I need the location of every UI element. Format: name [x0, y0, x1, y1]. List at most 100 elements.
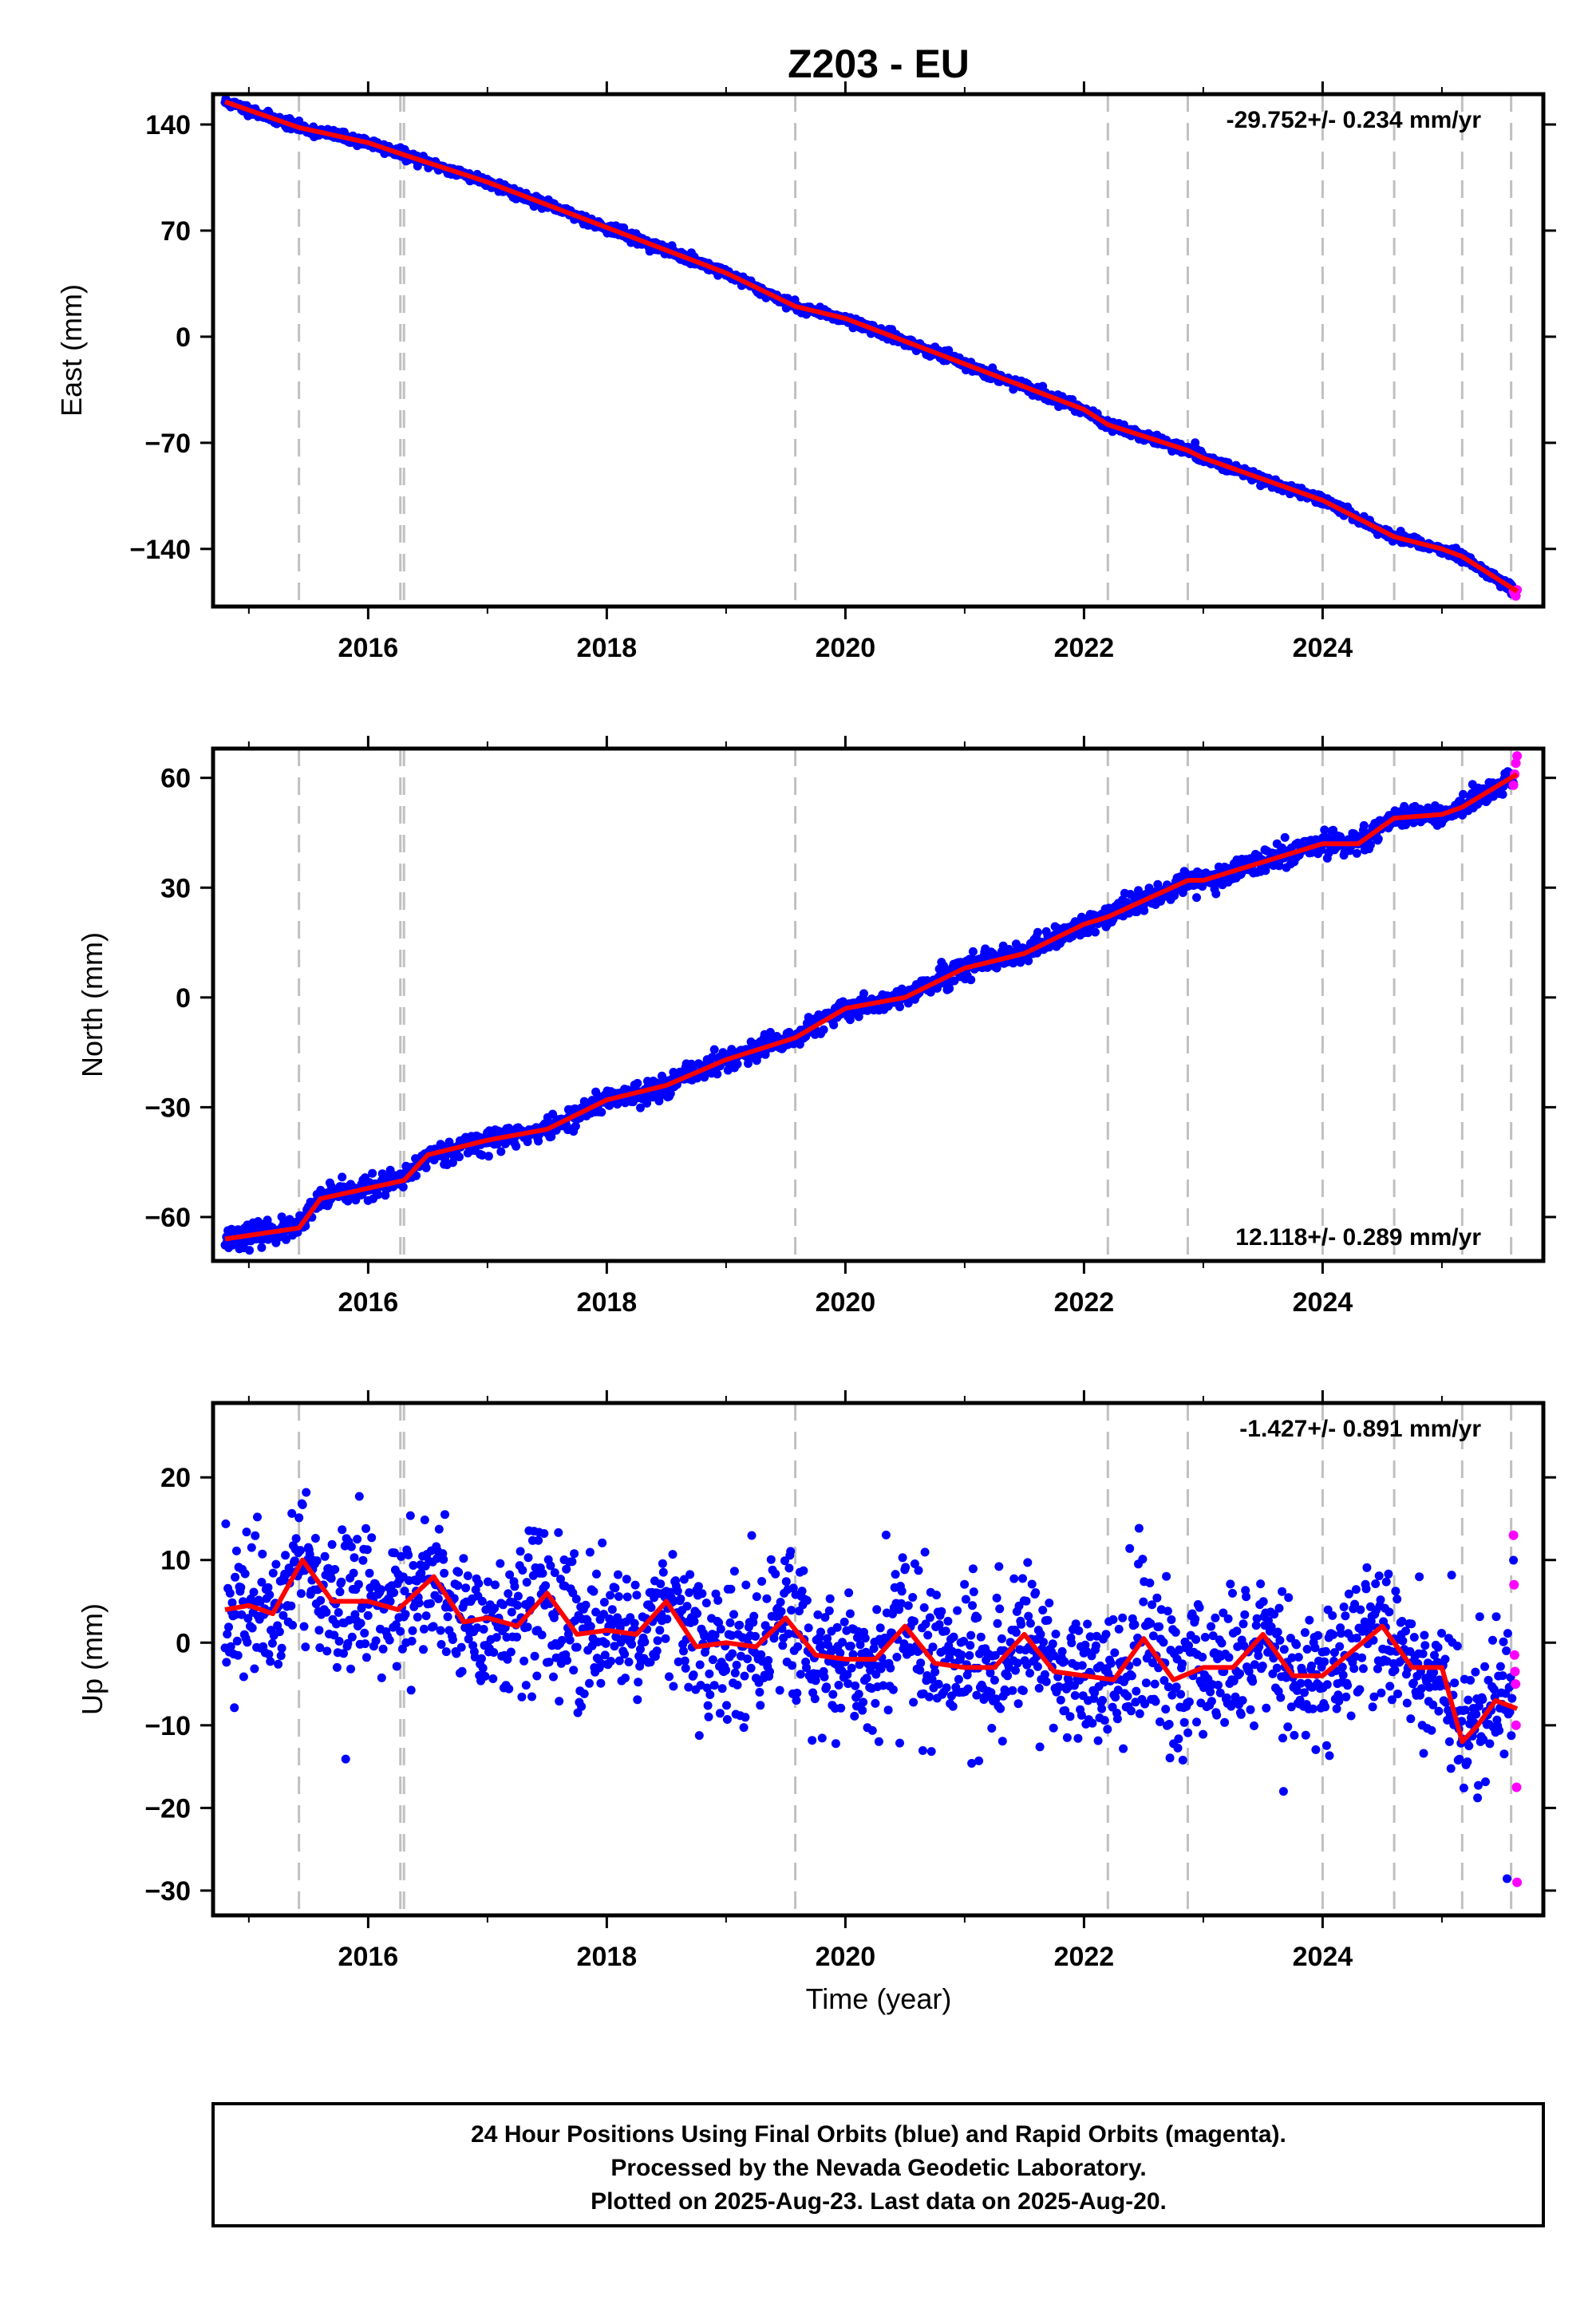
data-point: [338, 1525, 347, 1535]
data-point: [510, 1582, 519, 1591]
data-point: [986, 1688, 996, 1697]
data-point: [901, 1563, 911, 1572]
data-point: [440, 1510, 449, 1520]
data-point: [708, 1655, 717, 1665]
data-point: [733, 1680, 742, 1690]
data-point: [997, 1634, 1006, 1643]
data-point: [412, 1171, 421, 1180]
data-point: [820, 1672, 829, 1682]
up-points: [220, 1488, 1523, 1887]
data-point: [517, 1692, 527, 1701]
data-point: [433, 1554, 442, 1563]
data-point: [871, 1698, 880, 1708]
data-point: [614, 1656, 624, 1666]
data-point: [512, 1632, 522, 1642]
data-point: [1070, 1691, 1080, 1700]
data-point: [434, 1524, 444, 1534]
data-point: [729, 1610, 738, 1619]
data-point: [1352, 848, 1361, 858]
data-point: [1211, 889, 1221, 899]
data-point: [965, 1650, 974, 1660]
data-point: [709, 1045, 719, 1054]
east-points: [220, 94, 1523, 601]
data-point: [1039, 1638, 1049, 1647]
data-point: [1093, 1736, 1103, 1745]
data-point: [722, 1701, 731, 1710]
data-point: [968, 947, 978, 956]
data-point: [439, 1555, 448, 1564]
data-point: [652, 1646, 662, 1656]
x-tick-label: 2024: [1293, 633, 1353, 663]
data-point: [716, 1624, 725, 1634]
data-point: [963, 1684, 973, 1694]
data-point: [361, 1639, 370, 1649]
data-point: [337, 1577, 346, 1587]
data-point: [354, 1492, 364, 1501]
data-point: [793, 1642, 803, 1651]
data-point: [961, 1595, 970, 1604]
data-point: [298, 1500, 307, 1509]
data-point: [810, 1694, 820, 1704]
data-point: [974, 1756, 984, 1765]
data-point: [392, 1662, 401, 1671]
data-point: [250, 1664, 259, 1674]
data-point: [658, 1567, 668, 1577]
data-point: [356, 1618, 365, 1628]
data-point: [489, 1648, 499, 1657]
data-point: [976, 1632, 986, 1642]
data-point: [875, 1623, 885, 1633]
data-point: [1057, 1646, 1067, 1656]
data-point: [347, 1632, 357, 1642]
data-point: [1034, 1683, 1044, 1693]
data-point: [1038, 1606, 1048, 1614]
data-point: [378, 1644, 388, 1654]
data-point: [597, 1108, 606, 1117]
data-point: [1320, 825, 1329, 835]
data-point: [1108, 1614, 1118, 1624]
data-point: [867, 1725, 877, 1735]
data-point: [549, 1672, 558, 1682]
data-point: [474, 1579, 484, 1588]
data-point: [969, 1587, 978, 1597]
data-point: [405, 1511, 415, 1520]
data-point: [315, 1643, 325, 1653]
data-point: [968, 1564, 978, 1574]
data-point: [925, 1692, 934, 1701]
data-point: [824, 1606, 834, 1615]
data-point: [776, 1607, 786, 1616]
data-point: [622, 1592, 632, 1602]
data-point: [391, 1620, 401, 1630]
data-point: [709, 1681, 719, 1690]
data-point: [995, 1604, 1005, 1614]
data-point: [455, 1152, 464, 1162]
data-point: [302, 1488, 311, 1497]
north-rate-label: 12.118+/- 0.289 mm/yr: [1235, 1224, 1481, 1251]
data-point: [1040, 1670, 1049, 1679]
data-point: [845, 1015, 855, 1025]
data-point: [786, 1547, 796, 1556]
data-point: [854, 1690, 863, 1699]
data-point: [354, 1579, 363, 1589]
data-point: [513, 1601, 522, 1610]
data-point: [1035, 1742, 1045, 1752]
y-tick-label: −140: [129, 535, 191, 565]
data-point: [1091, 1641, 1100, 1650]
data-point: [236, 1583, 246, 1592]
data-point: [1111, 1693, 1120, 1702]
data-point: [681, 1663, 690, 1673]
data-point: [224, 1622, 233, 1632]
data-point: [452, 1649, 461, 1658]
data-point: [802, 1663, 811, 1673]
data-point: [1041, 1677, 1051, 1686]
data-point: [571, 1595, 581, 1604]
data-point: [389, 1588, 399, 1598]
data-point: [834, 1681, 843, 1690]
data-point: [461, 1583, 471, 1593]
data-point: [322, 1646, 332, 1656]
data-point: [957, 1650, 966, 1660]
data-point: [600, 1650, 610, 1660]
data-point: [448, 1158, 457, 1168]
data-point: [1118, 1613, 1128, 1622]
data-point: [341, 1754, 350, 1764]
data-point: [522, 1578, 531, 1587]
